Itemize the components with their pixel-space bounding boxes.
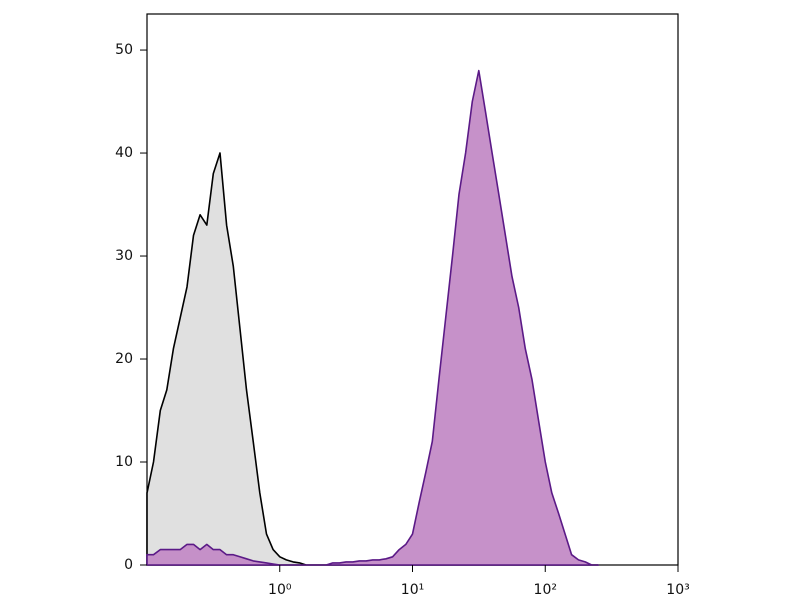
- y-tick-label: 50: [115, 42, 133, 58]
- y-tick-label: 20: [115, 351, 133, 367]
- y-tick-label: 40: [115, 145, 133, 161]
- x-tick-label: 10¹: [401, 582, 424, 598]
- x-tick-label: 10⁰: [268, 582, 292, 598]
- x-tick-label: 10³: [666, 582, 689, 598]
- histogram-area: [146, 69, 600, 566]
- y-tick-label: 10: [115, 454, 133, 470]
- y-tick-label: 0: [124, 557, 133, 573]
- y-tick-label: 30: [115, 248, 133, 264]
- x-tick-label: 10²: [534, 582, 557, 598]
